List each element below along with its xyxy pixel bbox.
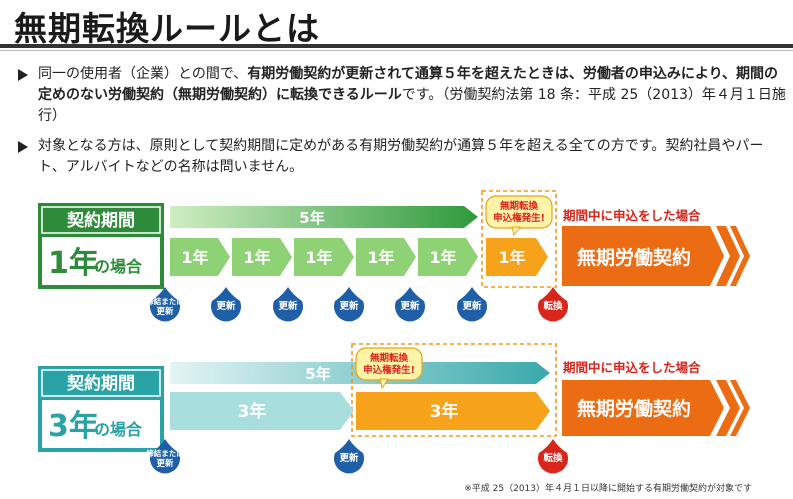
drop-convert-label: 転換 (543, 300, 563, 312)
result-chevron-2 (730, 226, 750, 286)
bubble-line-2: 申込権発生! (363, 364, 415, 376)
result-arrow (562, 380, 724, 436)
drop-renew-2 (273, 287, 303, 322)
label-small: の場合 (94, 257, 143, 276)
segment-2-label: 3年 (430, 401, 459, 422)
bubble-line-1: 無期転換 (500, 200, 539, 212)
segment-1 (170, 238, 230, 276)
bullet-triangle-icon (18, 141, 28, 153)
bullet-1: 同一の使用者（企業）との間で、有期労働契約が更新されて通算５年を超えたときは、労… (18, 64, 790, 127)
segment-6 (486, 238, 548, 276)
drop-renew-3-label: 更新 (339, 300, 359, 312)
result-chevron-1 (716, 380, 740, 436)
bubble-line-2: 申込権発生! (493, 212, 545, 224)
segment-5-label: 1年 (429, 248, 456, 267)
label-body (42, 237, 160, 285)
drop-renew-5-label: 更新 (462, 300, 482, 312)
segment-2 (232, 238, 292, 276)
label-top-frame (41, 369, 161, 397)
label-top: 契約期間 (66, 373, 135, 394)
drop-first-label-2: 更新 (156, 306, 174, 317)
bullet-2: 対象となる方は、原則として契約期間に定めがある有期労働契約が通算５年を超える全て… (18, 136, 790, 178)
span-label: 5年 (299, 209, 324, 227)
segment-5 (418, 238, 478, 276)
label-small: の場合 (94, 420, 143, 439)
drop-first (150, 287, 180, 322)
diagram-3year: 契約期間 3年 の場合 5年 無期転換 申込権発生! 3年 3年 期間中に申込を… (38, 343, 750, 474)
result-chevron-2 (730, 380, 750, 436)
label-top: 契約期間 (66, 210, 135, 231)
segment-2 (356, 392, 550, 430)
apply-note: 期間中に申込をした場合 (563, 360, 701, 375)
result-arrow (562, 226, 724, 286)
segment-6-label: 1年 (498, 248, 525, 267)
span-label: 5年 (305, 365, 330, 383)
diagram-1year: 契約期間 1年 の場合 5年 1年 1年 1年 1年 1年 無期転換 申込権発生! 1年… (38, 190, 750, 322)
bullet-triangle-icon (18, 69, 28, 81)
drop-renew (334, 439, 364, 474)
label-body (42, 400, 160, 448)
segment-1-label: 1年 (181, 248, 208, 267)
drop-convert (538, 287, 568, 322)
bubble-tail (379, 378, 389, 390)
drop-first (150, 439, 180, 474)
conversion-bubble: 無期転換 申込権発生! (485, 195, 553, 237)
drop-renew-1 (211, 287, 241, 322)
drop-renew-5 (457, 287, 487, 322)
title-rule-thin (0, 50, 793, 51)
footnote: ※平成 25（2013）年４月１日以降に開始する有期労働契約が対象です (464, 482, 752, 494)
drop-convert-label: 転換 (543, 452, 563, 464)
segment-4 (356, 238, 416, 276)
drop-first-label-1: 締結または (146, 448, 184, 458)
bullet-2-text: 対象となる方は、原則として契約期間に定めがある有期労働契約が通算５年を超える全て… (38, 138, 764, 175)
result-label: 無期労働契約 (577, 397, 691, 420)
drop-renew-label: 更新 (339, 452, 359, 464)
label-big: 3年 (48, 409, 99, 444)
drop-renew-3 (334, 287, 364, 322)
result-label: 無期労働契約 (577, 246, 691, 269)
bullet-1-text: 同一の使用者（企業）との間で、有期労働契約が更新されて通算５年を超えたときは、労… (38, 66, 786, 124)
drop-convert (538, 439, 568, 474)
conversion-frame (481, 190, 557, 288)
drop-renew-4 (394, 287, 425, 322)
drop-renew-2-label: 更新 (278, 300, 298, 312)
segment-2-label: 1年 (243, 248, 270, 267)
result-chevron-1 (716, 226, 740, 286)
segment-1 (170, 392, 354, 430)
segment-1-label: 3年 (238, 401, 267, 422)
segment-3 (294, 238, 354, 276)
page-title: 無期転換ルールとは (14, 9, 320, 48)
conversion-frame (351, 343, 557, 437)
bubble-line-1: 無期転換 (370, 352, 409, 364)
bubble-shape (355, 347, 423, 381)
segment-3-label: 1年 (305, 248, 332, 267)
span-arrow (170, 206, 478, 228)
label-big: 1年 (48, 246, 99, 281)
drop-first-label-2: 更新 (156, 458, 174, 469)
conversion-bubble: 無期転換 申込権発生! (355, 347, 423, 390)
apply-note: 期間中に申込をした場合 (563, 208, 701, 223)
bubble-tail (511, 226, 521, 237)
drop-renew-4-label: 更新 (400, 300, 420, 312)
drop-first-label-1: 締結または (146, 296, 184, 306)
drop-renew-1-label: 更新 (216, 300, 236, 312)
segment-4-label: 1年 (367, 248, 394, 267)
segments: 1年 1年 1年 1年 1年 (170, 238, 478, 276)
bullet-1-emphasis: 有期労働契約が更新されて通算５年を超えたときは、労働者の申込みにより、期間の定め… (38, 66, 779, 103)
title-rule (0, 44, 793, 48)
label-top-frame (41, 206, 161, 234)
